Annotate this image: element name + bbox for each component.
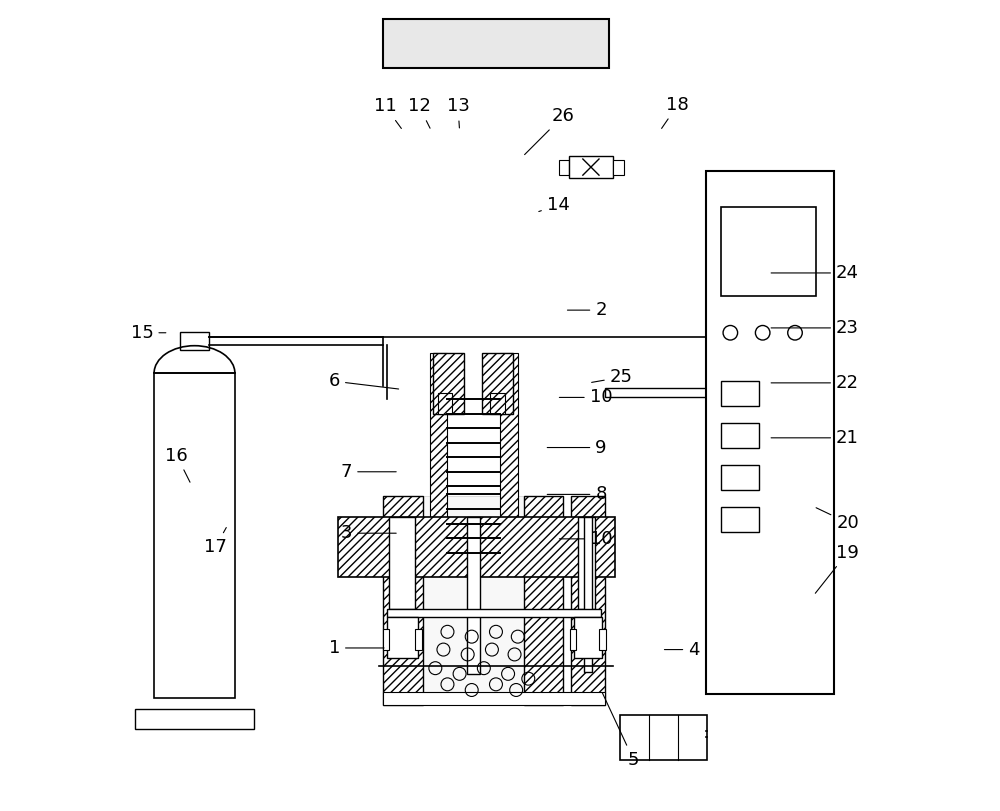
Bar <box>438 393 452 414</box>
Bar <box>383 496 423 705</box>
Bar <box>584 517 592 672</box>
Text: 22: 22 <box>771 374 859 392</box>
Bar <box>387 617 418 658</box>
Text: 21: 21 <box>771 429 859 447</box>
Bar <box>571 496 605 705</box>
Bar <box>430 353 447 543</box>
Text: 13: 13 <box>447 97 469 128</box>
Text: 26: 26 <box>525 107 574 155</box>
Bar <box>338 517 615 577</box>
Bar <box>180 332 209 350</box>
Text: 16: 16 <box>165 447 190 483</box>
Text: 17: 17 <box>204 527 227 556</box>
Text: 3: 3 <box>341 524 396 543</box>
Bar <box>574 617 602 658</box>
Bar <box>570 629 576 650</box>
Bar <box>389 517 415 609</box>
Bar <box>569 156 613 178</box>
Text: 1: 1 <box>329 639 384 657</box>
Text: 10: 10 <box>559 530 612 548</box>
Bar <box>383 693 605 705</box>
Bar <box>423 496 524 705</box>
Text: 15: 15 <box>131 324 166 341</box>
Bar <box>433 353 464 414</box>
Text: 6: 6 <box>329 372 399 390</box>
Bar <box>524 496 563 705</box>
Text: 23: 23 <box>771 319 859 337</box>
Text: 2: 2 <box>567 301 607 320</box>
Bar <box>490 393 505 414</box>
Text: 19: 19 <box>815 543 859 594</box>
Bar <box>467 517 480 674</box>
Bar <box>599 629 606 650</box>
Text: 5: 5 <box>602 693 639 769</box>
Bar <box>721 466 759 490</box>
Text: 7: 7 <box>341 463 396 481</box>
Text: 12: 12 <box>408 97 431 128</box>
Bar <box>721 208 816 296</box>
Text: 11: 11 <box>374 97 401 128</box>
Bar <box>387 609 601 617</box>
Text: 24: 24 <box>771 264 859 282</box>
Bar <box>415 629 422 650</box>
Text: 10: 10 <box>559 388 612 406</box>
Bar <box>383 19 609 67</box>
Text: 14: 14 <box>539 196 570 214</box>
Bar <box>383 629 389 650</box>
Text: 20: 20 <box>816 508 859 532</box>
Text: 18: 18 <box>662 96 689 128</box>
Bar <box>605 388 706 397</box>
Bar <box>721 508 759 531</box>
Bar <box>559 160 569 174</box>
Text: 4: 4 <box>664 641 700 659</box>
Bar <box>500 353 518 543</box>
Bar <box>620 715 707 759</box>
Bar <box>482 353 513 414</box>
Bar <box>613 160 624 174</box>
Text: 9: 9 <box>547 439 607 457</box>
Bar <box>706 171 834 694</box>
Bar <box>154 373 235 698</box>
Bar <box>578 517 595 609</box>
Bar <box>721 381 759 406</box>
Bar <box>721 423 759 448</box>
Text: 8: 8 <box>547 486 607 504</box>
Text: 25: 25 <box>592 368 633 386</box>
Bar <box>135 709 254 729</box>
